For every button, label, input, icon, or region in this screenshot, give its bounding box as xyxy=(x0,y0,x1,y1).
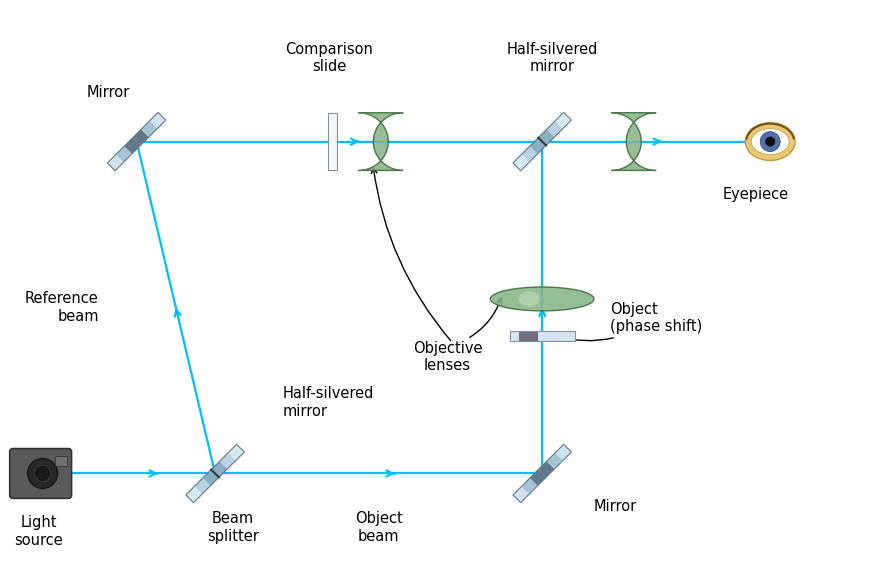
Polygon shape xyxy=(150,112,166,129)
Text: Mirror: Mirror xyxy=(87,85,130,100)
Text: Beam
splitter: Beam splitter xyxy=(207,511,259,544)
Polygon shape xyxy=(203,470,219,486)
Polygon shape xyxy=(194,478,211,494)
Polygon shape xyxy=(530,138,546,154)
Ellipse shape xyxy=(752,129,789,155)
Polygon shape xyxy=(359,113,403,170)
Text: Half-silvered
mirror: Half-silvered mirror xyxy=(507,41,598,74)
Polygon shape xyxy=(211,461,228,477)
Polygon shape xyxy=(547,121,563,137)
FancyBboxPatch shape xyxy=(56,457,67,466)
Circle shape xyxy=(28,458,58,488)
Circle shape xyxy=(766,137,775,147)
Polygon shape xyxy=(510,331,575,341)
Text: Objective
lenses: Objective lenses xyxy=(413,341,482,373)
Polygon shape xyxy=(116,146,132,162)
Polygon shape xyxy=(108,155,123,171)
FancyBboxPatch shape xyxy=(10,448,72,499)
Polygon shape xyxy=(556,112,571,129)
Text: Object
beam: Object beam xyxy=(354,511,402,544)
Text: Object
(phase shift): Object (phase shift) xyxy=(554,302,703,341)
Polygon shape xyxy=(519,332,537,340)
Text: Eyepiece: Eyepiece xyxy=(722,187,788,202)
Polygon shape xyxy=(612,113,656,170)
Ellipse shape xyxy=(746,122,795,160)
Text: Light
source: Light source xyxy=(14,515,63,547)
Polygon shape xyxy=(522,146,537,162)
Circle shape xyxy=(35,466,51,481)
Polygon shape xyxy=(530,470,546,486)
Polygon shape xyxy=(556,444,571,461)
Ellipse shape xyxy=(490,287,594,311)
Polygon shape xyxy=(228,444,244,461)
Polygon shape xyxy=(538,129,555,145)
Ellipse shape xyxy=(519,291,540,306)
Polygon shape xyxy=(328,113,338,170)
Polygon shape xyxy=(220,453,236,469)
Text: Half-silvered
mirror: Half-silvered mirror xyxy=(283,386,374,419)
Polygon shape xyxy=(538,461,555,477)
Polygon shape xyxy=(141,121,158,137)
Polygon shape xyxy=(133,129,149,145)
Polygon shape xyxy=(124,138,141,154)
Text: Comparison
slide: Comparison slide xyxy=(285,41,373,74)
Text: Mirror: Mirror xyxy=(594,499,637,515)
Polygon shape xyxy=(186,486,202,503)
Polygon shape xyxy=(513,486,529,503)
Text: Reference
beam: Reference beam xyxy=(25,292,99,324)
Polygon shape xyxy=(547,453,563,469)
Polygon shape xyxy=(522,478,537,494)
Polygon shape xyxy=(513,155,529,171)
Circle shape xyxy=(760,132,780,152)
